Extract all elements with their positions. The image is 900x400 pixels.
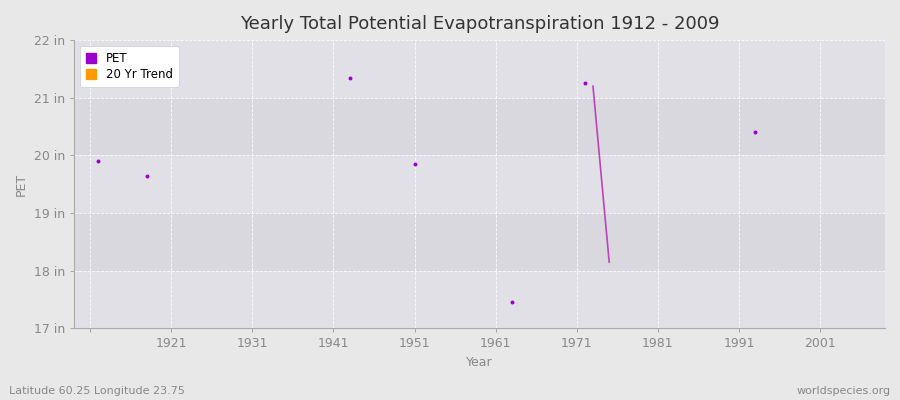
Point xyxy=(578,80,592,86)
Text: Latitude 60.25 Longitude 23.75: Latitude 60.25 Longitude 23.75 xyxy=(9,386,184,396)
Bar xyxy=(74,40,885,98)
Point xyxy=(505,299,519,306)
Text: worldspecies.org: worldspecies.org xyxy=(796,386,891,396)
Y-axis label: PET: PET xyxy=(15,173,28,196)
Bar xyxy=(74,271,885,328)
Point xyxy=(342,74,356,81)
Legend: PET, 20 Yr Trend: PET, 20 Yr Trend xyxy=(80,46,178,87)
Point xyxy=(408,161,422,167)
Point xyxy=(140,172,154,179)
Bar xyxy=(74,213,885,271)
X-axis label: Year: Year xyxy=(466,356,492,369)
Point xyxy=(91,158,105,164)
Point xyxy=(748,129,762,136)
Bar xyxy=(74,156,885,213)
Title: Yearly Total Potential Evapotranspiration 1912 - 2009: Yearly Total Potential Evapotranspiratio… xyxy=(239,15,719,33)
Bar xyxy=(74,98,885,156)
